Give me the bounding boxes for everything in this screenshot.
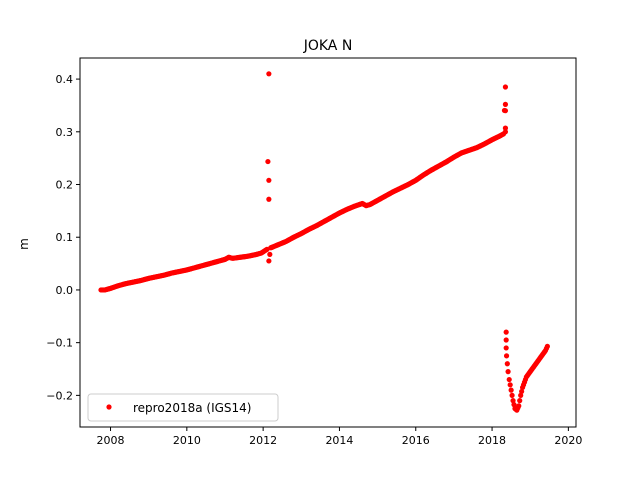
data-point xyxy=(499,131,506,138)
x-tick-label: 2018 xyxy=(478,434,506,447)
y-tick-label: −0.1 xyxy=(46,337,73,350)
y-tick-label: 0.1 xyxy=(56,231,74,244)
x-tick-label: 2008 xyxy=(97,434,125,447)
data-point xyxy=(263,247,269,253)
data-point xyxy=(501,107,508,114)
x-tick-label: 2016 xyxy=(402,434,430,447)
legend-label: repro2018a (IGS14) xyxy=(133,401,251,415)
data-point xyxy=(543,345,550,352)
data-point xyxy=(520,382,527,388)
data-point xyxy=(502,84,509,90)
y-axis-label: m xyxy=(17,238,31,250)
data-point xyxy=(503,337,509,343)
y-tick-label: 0.0 xyxy=(56,284,74,297)
plot-frame xyxy=(79,57,577,428)
data-point xyxy=(503,353,510,359)
x-tick-label: 2012 xyxy=(249,434,277,447)
data-point xyxy=(266,196,272,202)
legend: repro2018a (IGS14) xyxy=(87,393,279,422)
x-tick-label: 2020 xyxy=(554,434,582,447)
data-point xyxy=(502,101,509,107)
y-tick-label: 0.2 xyxy=(56,179,74,192)
data-point xyxy=(266,258,272,264)
legend-marker xyxy=(106,404,112,410)
data-point xyxy=(508,387,514,393)
data-point xyxy=(511,402,517,408)
legend-box xyxy=(87,393,279,422)
axes: 2008 2010 2012 2014 2016 2018 2020 −0.2 −0.1 0.0 0… xyxy=(46,57,582,447)
data-point xyxy=(522,376,529,383)
data-point xyxy=(515,405,521,411)
data-point xyxy=(519,388,525,395)
x-tick-label: 2010 xyxy=(173,434,201,447)
data-point xyxy=(506,376,512,383)
data-point xyxy=(509,392,515,398)
data-point xyxy=(510,398,516,404)
data-point xyxy=(265,158,271,165)
data-point xyxy=(518,392,524,398)
data-point xyxy=(507,382,513,388)
data-point xyxy=(505,369,511,375)
data-point xyxy=(517,398,523,404)
data-point xyxy=(266,71,272,77)
y-tick-label: 0.4 xyxy=(56,73,74,86)
y-tick-label: −0.2 xyxy=(46,389,73,402)
chart-title: JOKA N xyxy=(303,38,353,54)
data-point xyxy=(267,251,273,257)
data-point xyxy=(504,361,510,367)
y-tick-label: 0.3 xyxy=(56,126,74,139)
data-point xyxy=(503,345,509,351)
data-point xyxy=(502,125,509,131)
data-point xyxy=(266,177,272,183)
data-points xyxy=(98,71,550,413)
x-tick-label: 2014 xyxy=(325,434,353,447)
data-point xyxy=(503,329,509,335)
